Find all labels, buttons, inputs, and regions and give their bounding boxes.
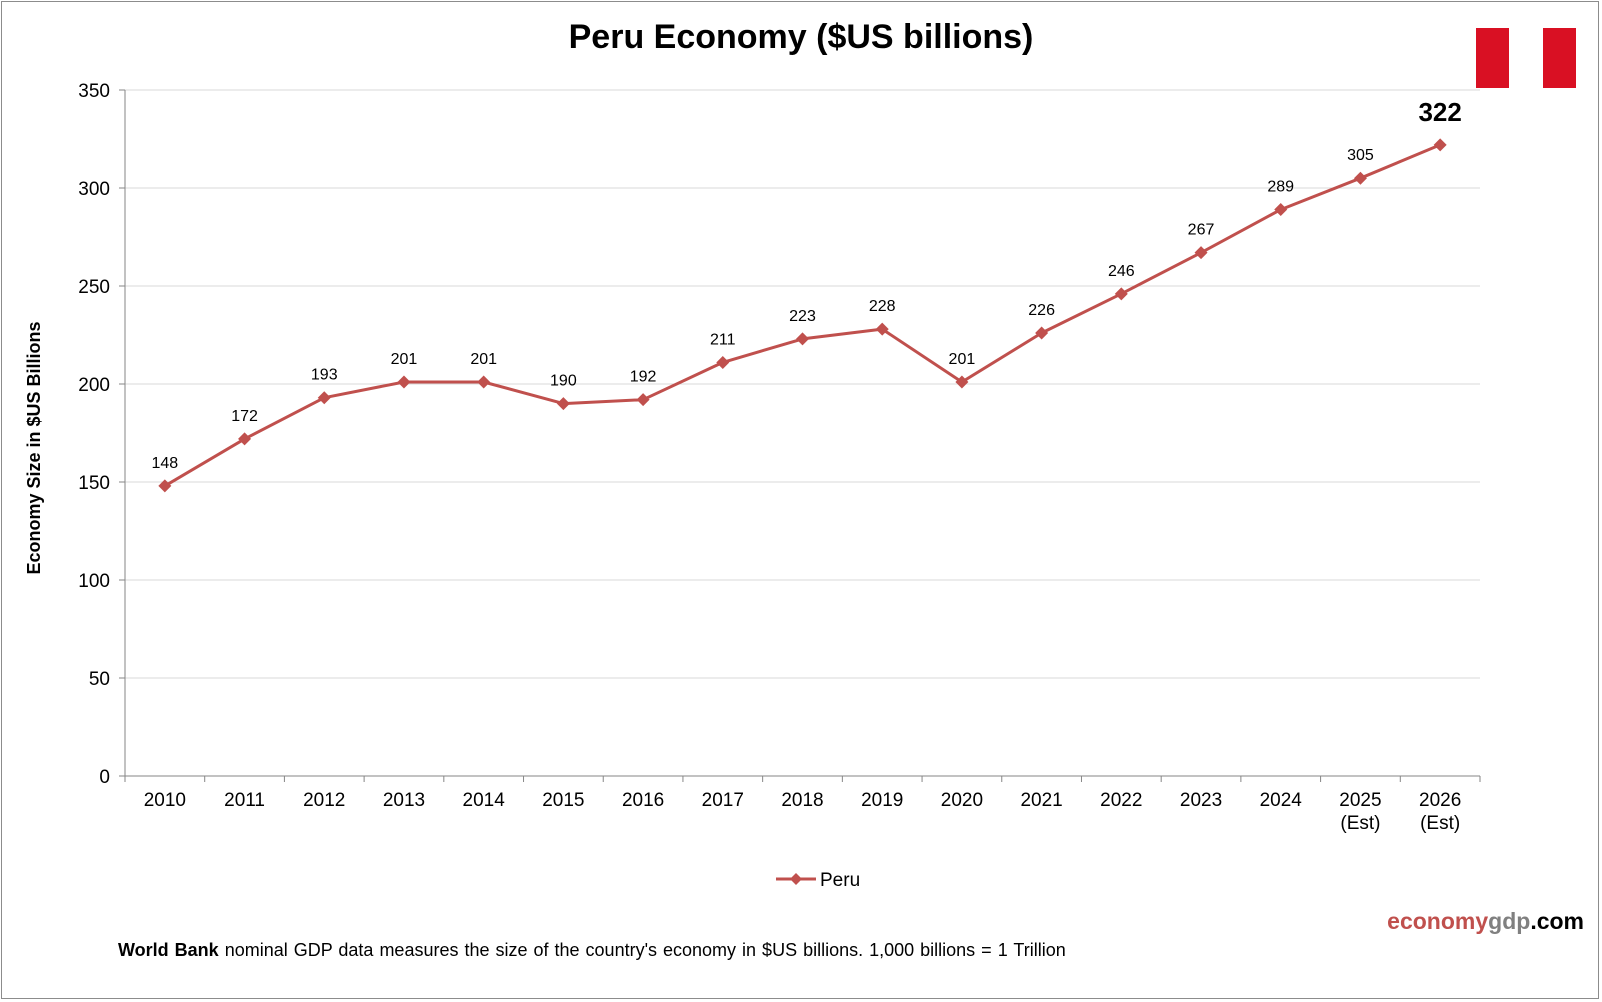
data-label: 172: [231, 408, 258, 425]
flag-band-right: [1542, 28, 1576, 88]
data-point-marker: [1114, 287, 1128, 301]
data-point-marker: [397, 375, 411, 389]
data-point-marker: [1274, 203, 1288, 217]
x-tick-label: 2010: [144, 790, 186, 811]
data-point-marker: [317, 391, 331, 405]
x-tick-label: 2021: [1020, 790, 1062, 811]
footnote-text: nominal GDP data measures the size of th…: [218, 940, 1066, 960]
y-tick-label: 50: [89, 669, 110, 690]
x-tick-label: 2024: [1260, 790, 1303, 811]
y-tick-label: 250: [78, 277, 110, 298]
x-tick-label: 2013: [383, 790, 425, 811]
x-tick-label: 2014: [463, 790, 506, 811]
data-point-marker: [1194, 246, 1208, 260]
chart-title: Peru Economy ($US billions): [569, 18, 1034, 56]
data-label: 190: [550, 373, 577, 390]
data-point-marker: [636, 393, 650, 407]
data-point-marker: [477, 375, 491, 389]
flag-band-left: [1476, 28, 1510, 88]
legend[interactable]: Peru: [776, 870, 860, 891]
axes: [119, 89, 1481, 782]
y-tick-label: 350: [78, 81, 110, 102]
brand-part-economy: economy: [1387, 908, 1489, 934]
x-tick-label: 2019: [861, 790, 903, 811]
data-label: 289: [1267, 179, 1294, 196]
data-labels: 148 172 193 201 201 190 192 211 223 228 201 226 246 2…: [152, 97, 1462, 472]
y-tick-label: 300: [78, 179, 110, 200]
x-tick-labels: 2010 2011 2012 2013 2014 2015 2016 2017 2018 2019…: [144, 790, 1462, 834]
data-label: 148: [152, 455, 179, 472]
x-tick-label: 2025 (Est): [1339, 790, 1381, 834]
x-tick-label: 2026 (Est): [1419, 790, 1461, 834]
x-tick-label: 2015: [542, 790, 584, 811]
data-point-marker: [238, 432, 252, 446]
data-label: 246: [1108, 263, 1135, 280]
data-label: 267: [1188, 222, 1215, 239]
footnote: World Bank nominal GDP data measures the…: [118, 940, 1066, 961]
data-label: 192: [630, 369, 657, 386]
data-label-highlight: 322: [1418, 97, 1461, 127]
data-label: 223: [789, 308, 816, 325]
x-tick-label: 2020: [941, 790, 983, 811]
data-point-marker: [955, 375, 969, 389]
legend-label-peru: Peru: [820, 870, 860, 891]
brand-part-gdp: gdp: [1488, 908, 1531, 934]
data-point-marker: [556, 397, 570, 411]
data-point-marker: [796, 332, 809, 346]
gridlines: [125, 89, 1480, 679]
peru-flag-icon: [1476, 28, 1576, 88]
y-axis-label: Economy Size in $US Billions: [24, 321, 44, 574]
brand-part-com: .com: [1530, 908, 1584, 934]
y-tick-label: 100: [78, 571, 110, 592]
x-tick-label: 2018: [781, 790, 823, 811]
data-label: 193: [311, 367, 338, 384]
x-tick-label: 2012: [303, 790, 345, 811]
y-tick-label: 200: [78, 375, 110, 396]
data-point-marker: [875, 322, 889, 336]
data-label: 226: [1028, 302, 1055, 319]
data-point-marker: [1353, 171, 1367, 185]
flag-band-middle: [1509, 28, 1543, 88]
x-tick-label: 2011: [224, 790, 265, 811]
brand-logo: economygdp.com: [1387, 908, 1584, 935]
data-label: 305: [1347, 147, 1374, 164]
data-point-marker: [158, 479, 172, 493]
legend-diamond-marker: [790, 873, 802, 885]
data-point-marker: [1035, 326, 1049, 340]
y-tick-label: 150: [78, 473, 110, 494]
y-tick-label: 0: [99, 767, 110, 788]
data-label: 201: [949, 351, 976, 368]
data-point-marker: [716, 355, 730, 369]
data-label: 201: [470, 351, 497, 368]
x-tick-label: 2022: [1100, 790, 1142, 811]
data-label: 201: [391, 351, 418, 368]
y-tick-labels: 0 50 100 150 200 250 300 350: [78, 81, 110, 788]
data-point-marker: [1433, 138, 1447, 152]
x-tick-label: 2017: [702, 790, 744, 811]
footnote-source: World Bank: [118, 940, 219, 960]
series-peru: [158, 138, 1447, 493]
data-label: 228: [869, 298, 896, 315]
data-label: 211: [710, 331, 736, 348]
x-tick-label: 2023: [1180, 790, 1222, 811]
x-tick-label: 2016: [622, 790, 664, 811]
